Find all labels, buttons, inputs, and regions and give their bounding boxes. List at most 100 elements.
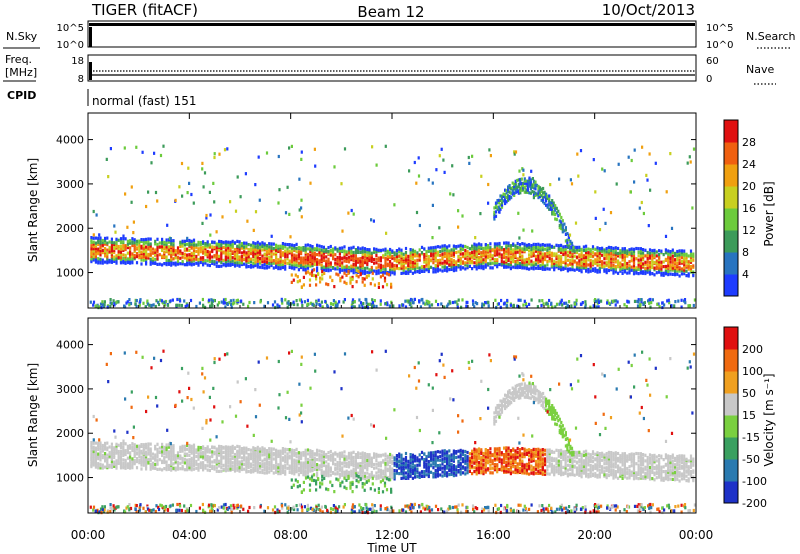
data-cell <box>671 251 674 255</box>
data-cell <box>664 266 667 270</box>
data-cell <box>532 179 536 183</box>
data-cell <box>398 459 401 463</box>
data-cell <box>322 473 325 477</box>
data-cell <box>332 459 335 463</box>
data-cell <box>115 446 118 450</box>
data-cell <box>117 238 120 242</box>
data-cell <box>256 246 259 250</box>
data-cell <box>192 243 196 247</box>
data-cell <box>236 444 239 448</box>
data-cell <box>345 268 348 272</box>
data-cell <box>226 302 229 306</box>
data-cell <box>97 452 100 456</box>
data-cell <box>534 182 537 186</box>
data-cell <box>658 253 661 257</box>
data-cell <box>680 252 683 257</box>
data-cell <box>352 464 355 468</box>
data-cell <box>176 451 180 455</box>
data-cell <box>199 461 202 465</box>
data-cell <box>245 241 248 245</box>
data-cell <box>117 300 120 304</box>
data-cell <box>327 250 330 254</box>
data-cell <box>122 445 125 449</box>
data-cell <box>637 247 640 251</box>
data-cell <box>542 200 545 204</box>
data-cell <box>261 241 264 245</box>
data-cell <box>596 246 599 250</box>
data-cell <box>145 262 148 266</box>
data-cell <box>371 305 374 309</box>
data-cell <box>365 275 368 279</box>
data-cell <box>507 241 510 245</box>
data-cell <box>554 305 557 309</box>
data-cell <box>646 263 649 267</box>
data-cell <box>263 262 266 267</box>
data-cell <box>363 258 367 262</box>
data-cell <box>471 299 475 303</box>
data-cell <box>236 449 239 453</box>
data-cell <box>504 197 507 201</box>
data-cell <box>101 463 104 467</box>
data-cell <box>103 300 106 304</box>
data-cell <box>580 260 583 264</box>
data-cell <box>220 459 223 463</box>
data-cell <box>676 269 679 273</box>
data-cell <box>347 269 350 273</box>
data-cell <box>316 453 319 457</box>
nsky-start-spike <box>89 27 92 47</box>
data-cell <box>122 243 125 247</box>
data-cell <box>343 464 346 468</box>
data-cell <box>366 270 369 274</box>
data-cell <box>487 201 490 205</box>
data-cell <box>131 259 134 263</box>
data-cell <box>416 251 419 255</box>
data-cell <box>108 245 111 250</box>
data-cell <box>202 455 205 459</box>
data-cell <box>512 248 515 252</box>
data-cell <box>286 455 289 459</box>
data-cell <box>99 236 102 240</box>
data-cell <box>674 251 677 255</box>
data-cell <box>306 302 309 306</box>
data-cell <box>632 268 636 272</box>
data-cell <box>309 461 312 465</box>
data-cell <box>325 247 328 252</box>
data-cell <box>208 464 211 469</box>
data-cell <box>180 161 184 166</box>
data-cell <box>276 305 279 309</box>
data-cell <box>517 182 520 186</box>
data-cell <box>446 252 449 257</box>
data-cell <box>238 466 241 470</box>
data-cell <box>578 259 581 263</box>
data-cell <box>382 475 385 479</box>
data-cell <box>247 469 250 474</box>
data-cell <box>513 150 516 154</box>
data-cell <box>347 451 351 455</box>
data-cell <box>119 239 123 243</box>
data-cell <box>268 262 271 266</box>
data-cell <box>94 243 97 247</box>
data-cell <box>597 305 600 309</box>
data-cell <box>530 169 533 173</box>
data-cell <box>369 282 372 286</box>
data-cell <box>566 254 569 258</box>
data-cell <box>359 263 362 267</box>
data-cell <box>456 303 459 307</box>
data-cell <box>142 444 145 448</box>
data-cell <box>505 255 508 259</box>
data-cell <box>247 465 250 469</box>
data-cell <box>558 219 561 223</box>
data-cell <box>489 154 492 158</box>
data-cell <box>151 456 154 460</box>
data-cell <box>644 260 647 264</box>
data-cell <box>122 453 125 457</box>
data-cell <box>268 245 271 249</box>
data-cell <box>361 246 364 250</box>
data-cell <box>615 182 618 186</box>
data-cell <box>448 254 451 258</box>
data-cell <box>334 263 337 267</box>
data-cell <box>475 258 478 263</box>
data-cell <box>296 280 299 284</box>
data-cell <box>290 465 294 469</box>
data-cell <box>138 256 141 260</box>
